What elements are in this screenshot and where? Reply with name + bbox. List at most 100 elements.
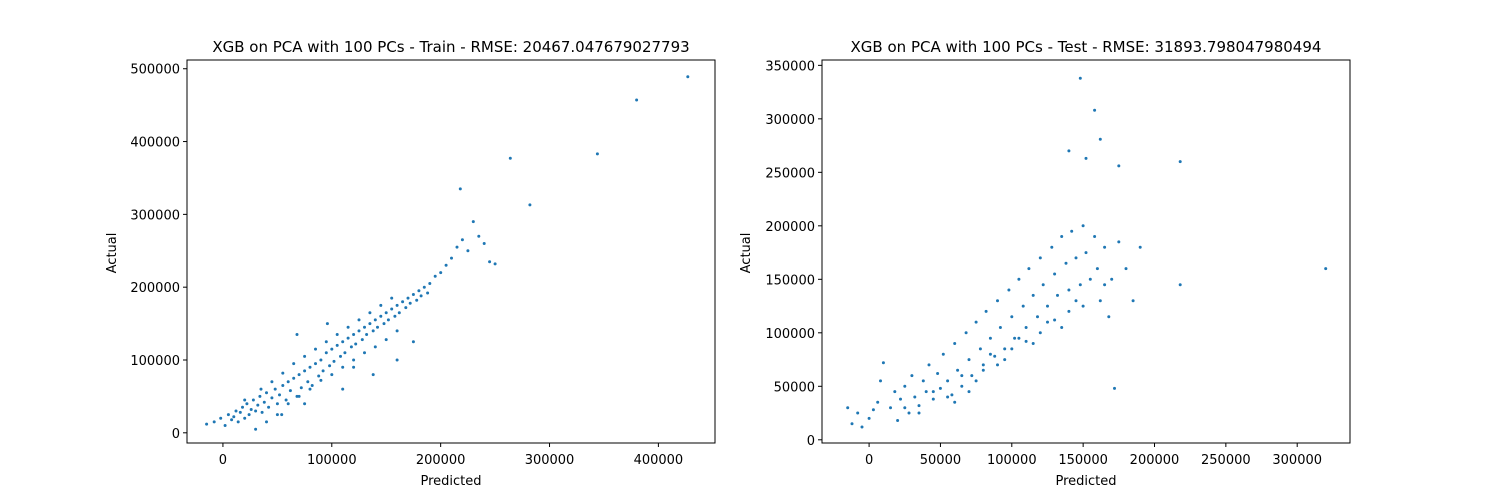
test-data-point	[881, 361, 885, 365]
test-data-point	[1078, 283, 1082, 287]
train-data-point	[404, 306, 408, 310]
train-data-point	[275, 402, 279, 406]
test-y-axis-label: Actual	[739, 233, 754, 274]
test-data-point	[978, 347, 982, 351]
test-data-point	[1060, 235, 1064, 238]
test-x-tick-label: 200000	[1130, 453, 1180, 468]
test-x-tick-label: 150000	[1058, 453, 1108, 468]
test-data-point	[896, 419, 900, 422]
train-data-point	[230, 418, 234, 422]
train-data-point	[419, 294, 423, 298]
test-data-point	[1038, 256, 1042, 260]
train-data-point	[528, 203, 532, 207]
test-data-point	[998, 326, 1002, 329]
train-data-point	[270, 380, 274, 384]
train-data-point	[373, 318, 377, 322]
test-data-point	[964, 331, 968, 335]
train-data-point	[417, 289, 421, 293]
train-data-point	[258, 394, 262, 398]
test-data-point	[1067, 288, 1071, 292]
test-data-point	[1036, 315, 1039, 319]
test-data-point	[1007, 288, 1011, 292]
test-data-point	[1046, 304, 1049, 308]
test-data-point	[1024, 326, 1028, 329]
train-data-point	[395, 303, 399, 307]
train-data-point	[284, 398, 288, 402]
train-data-point	[310, 384, 314, 387]
test-data-point	[1088, 277, 1092, 281]
train-y-tick-label: 100000	[130, 354, 180, 369]
test-data-point	[1064, 261, 1068, 265]
train-data-point	[390, 307, 394, 311]
train-x-ticks: 0 100000 200000 300000 400000	[219, 443, 683, 468]
train-plot-area	[186, 59, 716, 444]
test-data-point	[956, 368, 960, 372]
train-data-point	[408, 301, 412, 305]
train-data-point	[363, 325, 366, 329]
test-data-point	[1178, 160, 1182, 164]
train-data-point	[466, 249, 470, 253]
train-data-point	[493, 262, 497, 266]
train-data-point	[411, 340, 415, 344]
train-data-point	[368, 311, 372, 315]
test-data-point	[1078, 76, 1082, 80]
train-data-point	[455, 245, 459, 249]
test-data-point	[899, 397, 902, 401]
test-data-point	[1060, 326, 1064, 329]
train-data-point	[212, 420, 216, 424]
train-data-point	[379, 303, 383, 307]
test-data-point	[1324, 267, 1328, 271]
test-y-tick-label: 350000	[765, 59, 815, 74]
test-data-point	[1041, 283, 1045, 287]
train-data-point	[267, 405, 271, 409]
test-data-point	[981, 368, 985, 372]
test-data-point	[1093, 108, 1097, 112]
train-data-point	[297, 373, 301, 377]
train-data-point	[306, 380, 310, 384]
test-data-point	[927, 363, 931, 367]
train-data-point	[243, 416, 247, 420]
test-data-point	[879, 379, 882, 383]
train-y-ticks: 0 100000 200000 300000 400000 500000	[130, 63, 187, 442]
train-data-point	[234, 409, 238, 413]
test-data-point	[953, 342, 957, 345]
test-data-point	[1103, 245, 1107, 249]
test-data-point	[1074, 299, 1078, 303]
train-data-point	[332, 359, 336, 363]
train-data-point	[346, 325, 350, 329]
train-data-point	[278, 393, 281, 397]
train-data-point	[319, 358, 323, 362]
train-data-point	[330, 373, 334, 377]
train-x-tick-label: 0	[219, 453, 227, 468]
test-data-point	[889, 406, 892, 410]
train-data-point	[415, 298, 419, 302]
test-data-point	[1093, 235, 1097, 238]
train-chart-title: XGB on PCA with 100 PCs - Train - RMSE: …	[212, 38, 689, 56]
test-data-point	[1017, 336, 1021, 340]
train-data-point	[273, 387, 277, 391]
test-x-tick-label: 250000	[1201, 453, 1251, 468]
train-data-point	[262, 400, 266, 404]
train-data-point	[360, 338, 364, 342]
train-data-point	[341, 340, 345, 344]
train-data-point	[382, 322, 386, 326]
test-chart-title: XGB on PCA with 100 PCs - Test - RMSE: 3…	[851, 38, 1322, 56]
train-data-point	[254, 427, 258, 431]
train-data-point	[439, 271, 443, 275]
test-data-point	[1178, 283, 1182, 287]
train-data-point	[477, 234, 481, 238]
train-y-tick-label: 0	[172, 427, 180, 442]
train-data-point	[397, 311, 401, 315]
train-data-point	[308, 365, 312, 369]
train-x-axis-label: Predicted	[420, 474, 481, 489]
test-data-point	[981, 363, 985, 367]
test-data-point	[960, 374, 964, 378]
test-y-ticks: 0 50000 100000 150000 200000 250000 300000 3500…	[765, 59, 822, 449]
train-data-point	[265, 420, 268, 424]
train-data-point	[243, 398, 247, 402]
train-x-tick-label: 300000	[525, 453, 575, 468]
train-data-point	[238, 410, 242, 414]
test-data-point	[1131, 299, 1135, 303]
test-data-point	[1003, 358, 1007, 362]
train-data-point	[343, 351, 347, 355]
